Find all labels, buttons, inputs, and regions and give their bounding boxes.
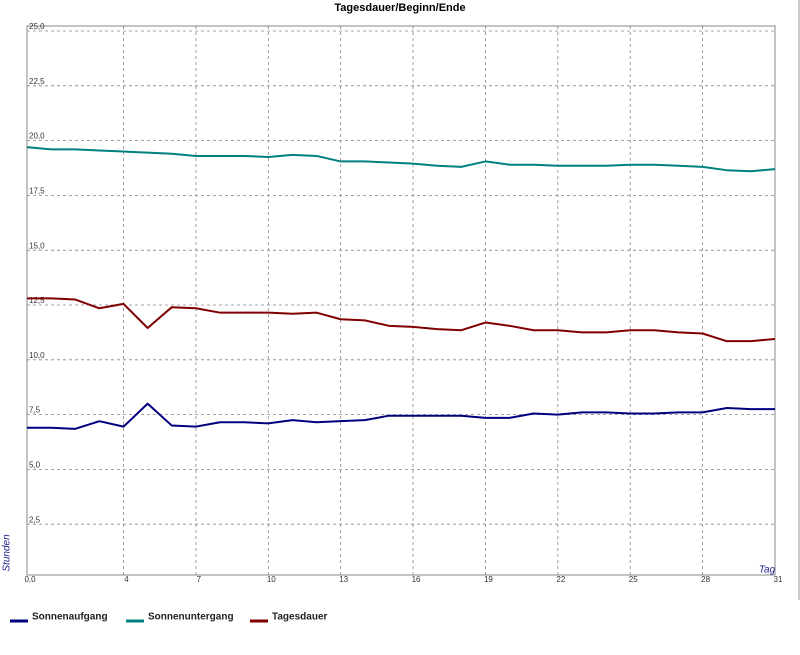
legend-label: Sonnenaufgang: [32, 612, 108, 623]
x-tick-label: 28: [701, 575, 710, 584]
y-tick-label: 7,5: [29, 406, 41, 415]
y-tick-label: 12,5: [29, 296, 45, 305]
y-tick-label: 15,0: [29, 241, 45, 250]
legend-label: Tagesdauer: [272, 612, 327, 623]
y-tick-label: 17,5: [29, 187, 45, 196]
chart-title: Tagesdauer/Beginn/Ende: [334, 2, 465, 14]
legend-label: Sonnenuntergang: [148, 612, 234, 623]
x-tick-label: 7: [197, 575, 202, 584]
y-tick-label: 25,0: [29, 22, 45, 31]
plot-area: [26, 25, 776, 576]
x-axis-label: Tag: [759, 565, 776, 576]
x-tick-label: 25: [629, 575, 638, 584]
y-tick-label: 2,5: [29, 515, 41, 524]
x-tick-label: 19: [484, 575, 493, 584]
x-tick-label: 10: [267, 575, 276, 584]
line-series: [26, 146, 776, 173]
y-tick-label: 10,0: [29, 351, 45, 360]
x-tick-label: 0,0: [24, 575, 36, 584]
y-axis-label: Stunden: [2, 534, 13, 572]
line-series: [27, 297, 776, 343]
line-series: [27, 402, 775, 430]
y-tick-label: 5,0: [29, 461, 41, 470]
x-tick-label: 4: [124, 575, 129, 584]
x-tick-label: 16: [412, 575, 421, 584]
y-tick-label: 20,0: [29, 132, 45, 141]
y-tick-label: 22,5: [29, 77, 45, 86]
x-tick-label: 31: [774, 575, 783, 584]
x-tick-label: 22: [556, 575, 565, 584]
x-tick-label: 13: [339, 575, 348, 584]
